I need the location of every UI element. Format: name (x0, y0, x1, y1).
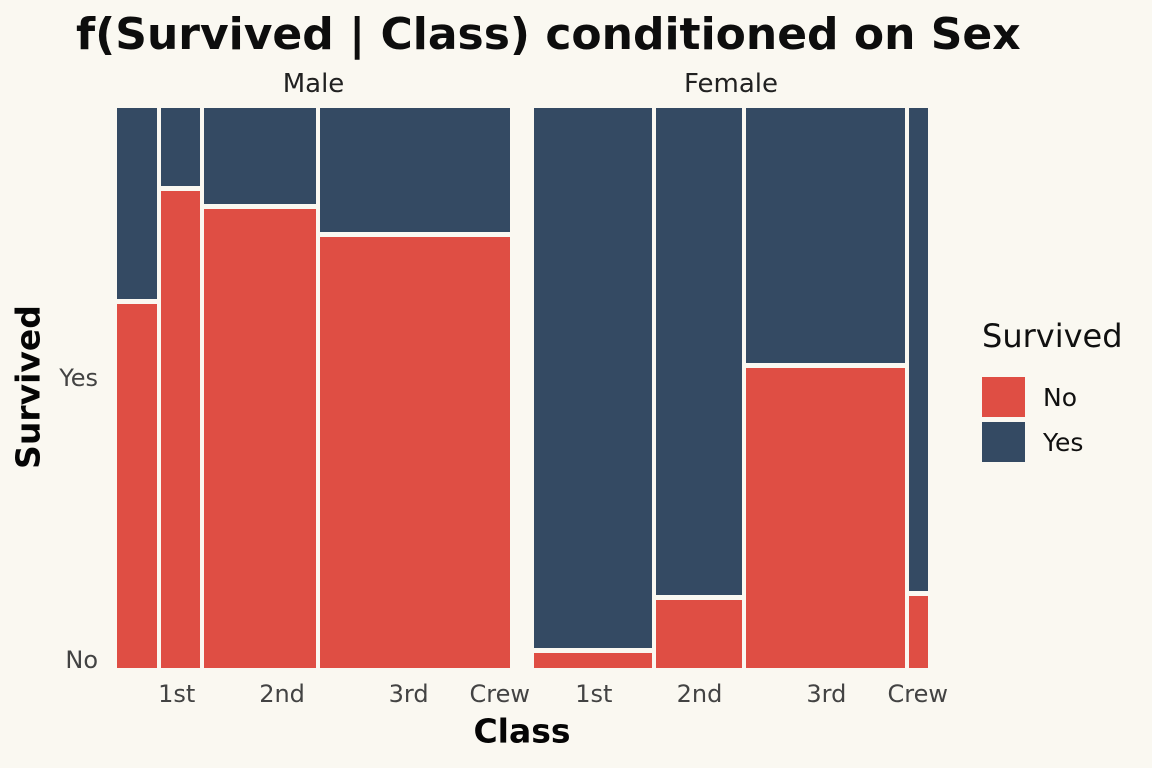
legend-label-no: No (1043, 382, 1077, 412)
segment-survived-no (655, 599, 742, 668)
segment-survived-no (534, 652, 652, 668)
segment-survived-yes (160, 108, 201, 186)
legend-swatch-no (982, 377, 1025, 417)
facet-label-male: Male (282, 69, 345, 99)
segment-survived-no (160, 190, 201, 668)
segment-survived-yes (909, 108, 928, 591)
legend-label-yes: Yes (1043, 427, 1084, 457)
segment-survived-yes (745, 108, 906, 363)
segment-divider (655, 594, 742, 600)
y-tick-label-no: No (65, 645, 98, 674)
y-tick-label-yes: Yes (59, 363, 98, 392)
segment-survived-no (117, 304, 157, 668)
y-axis-title: Survived (8, 305, 48, 469)
segment-survived-no (745, 367, 906, 668)
mosaic-bar-male-3rd (204, 108, 317, 668)
segment-divider (160, 185, 201, 191)
segment-survived-yes (117, 108, 157, 300)
mosaic-bar-male-1st (117, 108, 157, 668)
legend-title: Survived (982, 317, 1123, 355)
segment-divider (745, 362, 906, 368)
mosaic-panel-female (534, 108, 928, 668)
segment-survived-yes (655, 108, 742, 595)
legend-swatch-yes (982, 422, 1025, 462)
facet-label-female: Female (683, 69, 779, 99)
segment-divider (117, 299, 157, 305)
segment-divider (534, 647, 652, 653)
x-tick-label-male-crew: Crew (469, 680, 531, 708)
segment-survived-no (320, 236, 510, 668)
x-axis-title: Class (473, 711, 571, 751)
legend-entry-no: No (982, 377, 1123, 417)
chart-title: f(Survived | Class) conditioned on Sex (76, 9, 1021, 60)
x-tick-label-female-crew: Crew (887, 680, 949, 708)
legend: Survived No Yes (982, 320, 1123, 467)
mosaic-bar-female-3rd (745, 108, 906, 668)
x-tick-label-male-3rd: 3rd (388, 680, 429, 708)
mosaic-bar-female-crew (909, 108, 928, 668)
segment-survived-yes (320, 108, 510, 232)
mosaic-bar-female-1st (534, 108, 652, 668)
mosaic-bar-male-crew (320, 108, 510, 668)
x-tick-label-female-2nd: 2nd (676, 680, 723, 708)
mosaic-bar-female-2nd (655, 108, 742, 668)
segment-divider (909, 590, 928, 596)
segment-divider (204, 203, 317, 209)
x-tick-label-male-2nd: 2nd (259, 680, 305, 708)
segment-survived-yes (204, 108, 317, 204)
x-tick-label-male-1st: 1st (158, 680, 196, 708)
segment-survived-no (204, 208, 317, 668)
mosaic-panel-male (117, 108, 510, 668)
x-tick-label-female-1st: 1st (575, 680, 613, 708)
segment-survived-yes (534, 108, 652, 648)
x-tick-label-female-3rd: 3rd (806, 680, 847, 708)
legend-entry-yes: Yes (982, 422, 1123, 462)
segment-survived-no (909, 595, 928, 668)
segment-divider (320, 231, 510, 237)
mosaic-bar-male-2nd (160, 108, 201, 668)
